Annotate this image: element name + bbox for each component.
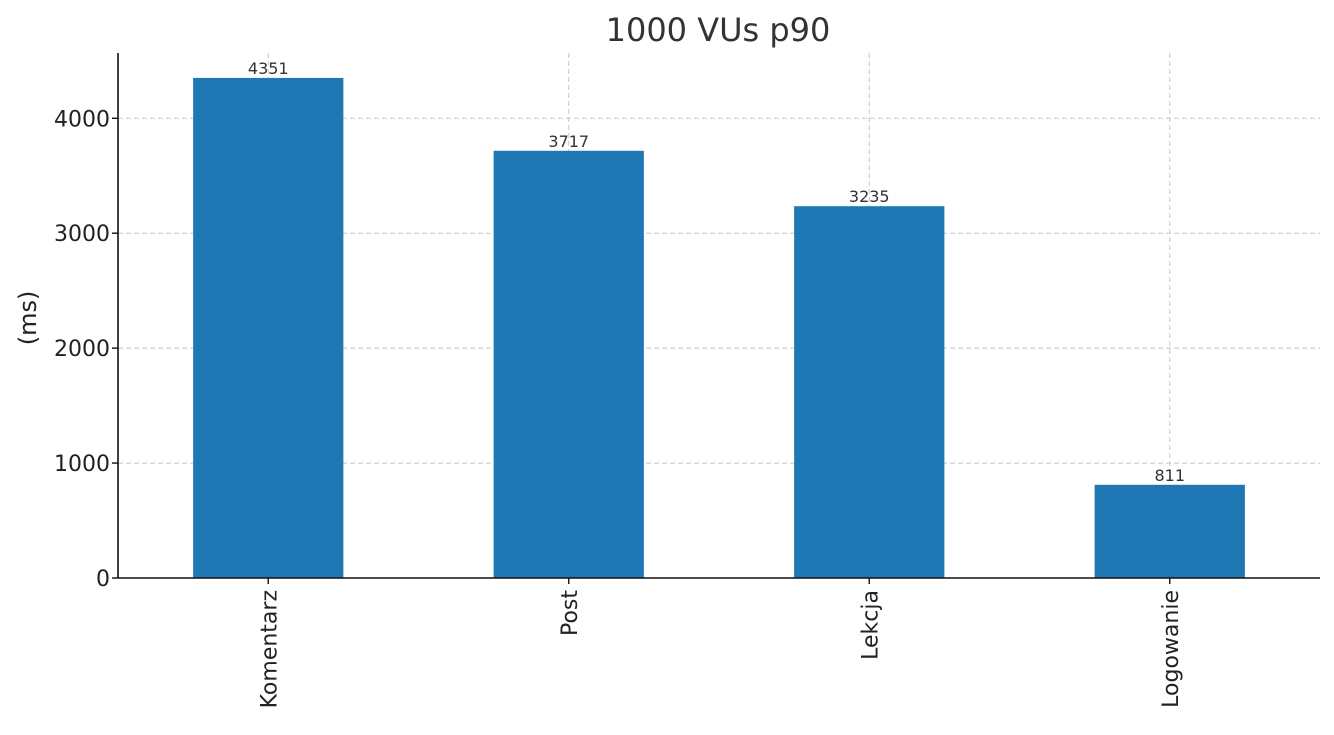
data-label: 811 <box>1154 466 1185 485</box>
y-tick-label: 0 <box>96 567 110 592</box>
y-axis-label: (ms) <box>14 291 42 346</box>
y-tick-label: 3000 <box>54 222 110 247</box>
data-label: 3717 <box>548 132 589 151</box>
bar <box>193 77 344 579</box>
x-axis: Komentarz Post Lekcja Logowanie <box>118 577 1320 708</box>
chart-title: 1000 VUs p90 <box>606 11 831 49</box>
bar <box>1094 484 1245 578</box>
bars <box>193 77 1245 579</box>
x-tick-label: Lekcja <box>858 590 883 660</box>
data-label: 3235 <box>849 187 890 206</box>
y-axis: 0 1000 2000 3000 4000 <box>54 53 119 592</box>
x-tick-label: Post <box>558 590 583 636</box>
y-tick-label: 4000 <box>54 107 110 132</box>
y-tick-label: 2000 <box>54 337 110 362</box>
bar <box>493 150 644 578</box>
x-tick-label: Logowanie <box>1159 590 1184 708</box>
bar <box>794 206 945 579</box>
y-tick-label: 1000 <box>54 452 110 477</box>
data-labels: 4351 3717 3235 811 <box>248 59 1185 485</box>
x-tick-label: Komentarz <box>257 590 282 708</box>
data-label: 4351 <box>248 59 289 78</box>
